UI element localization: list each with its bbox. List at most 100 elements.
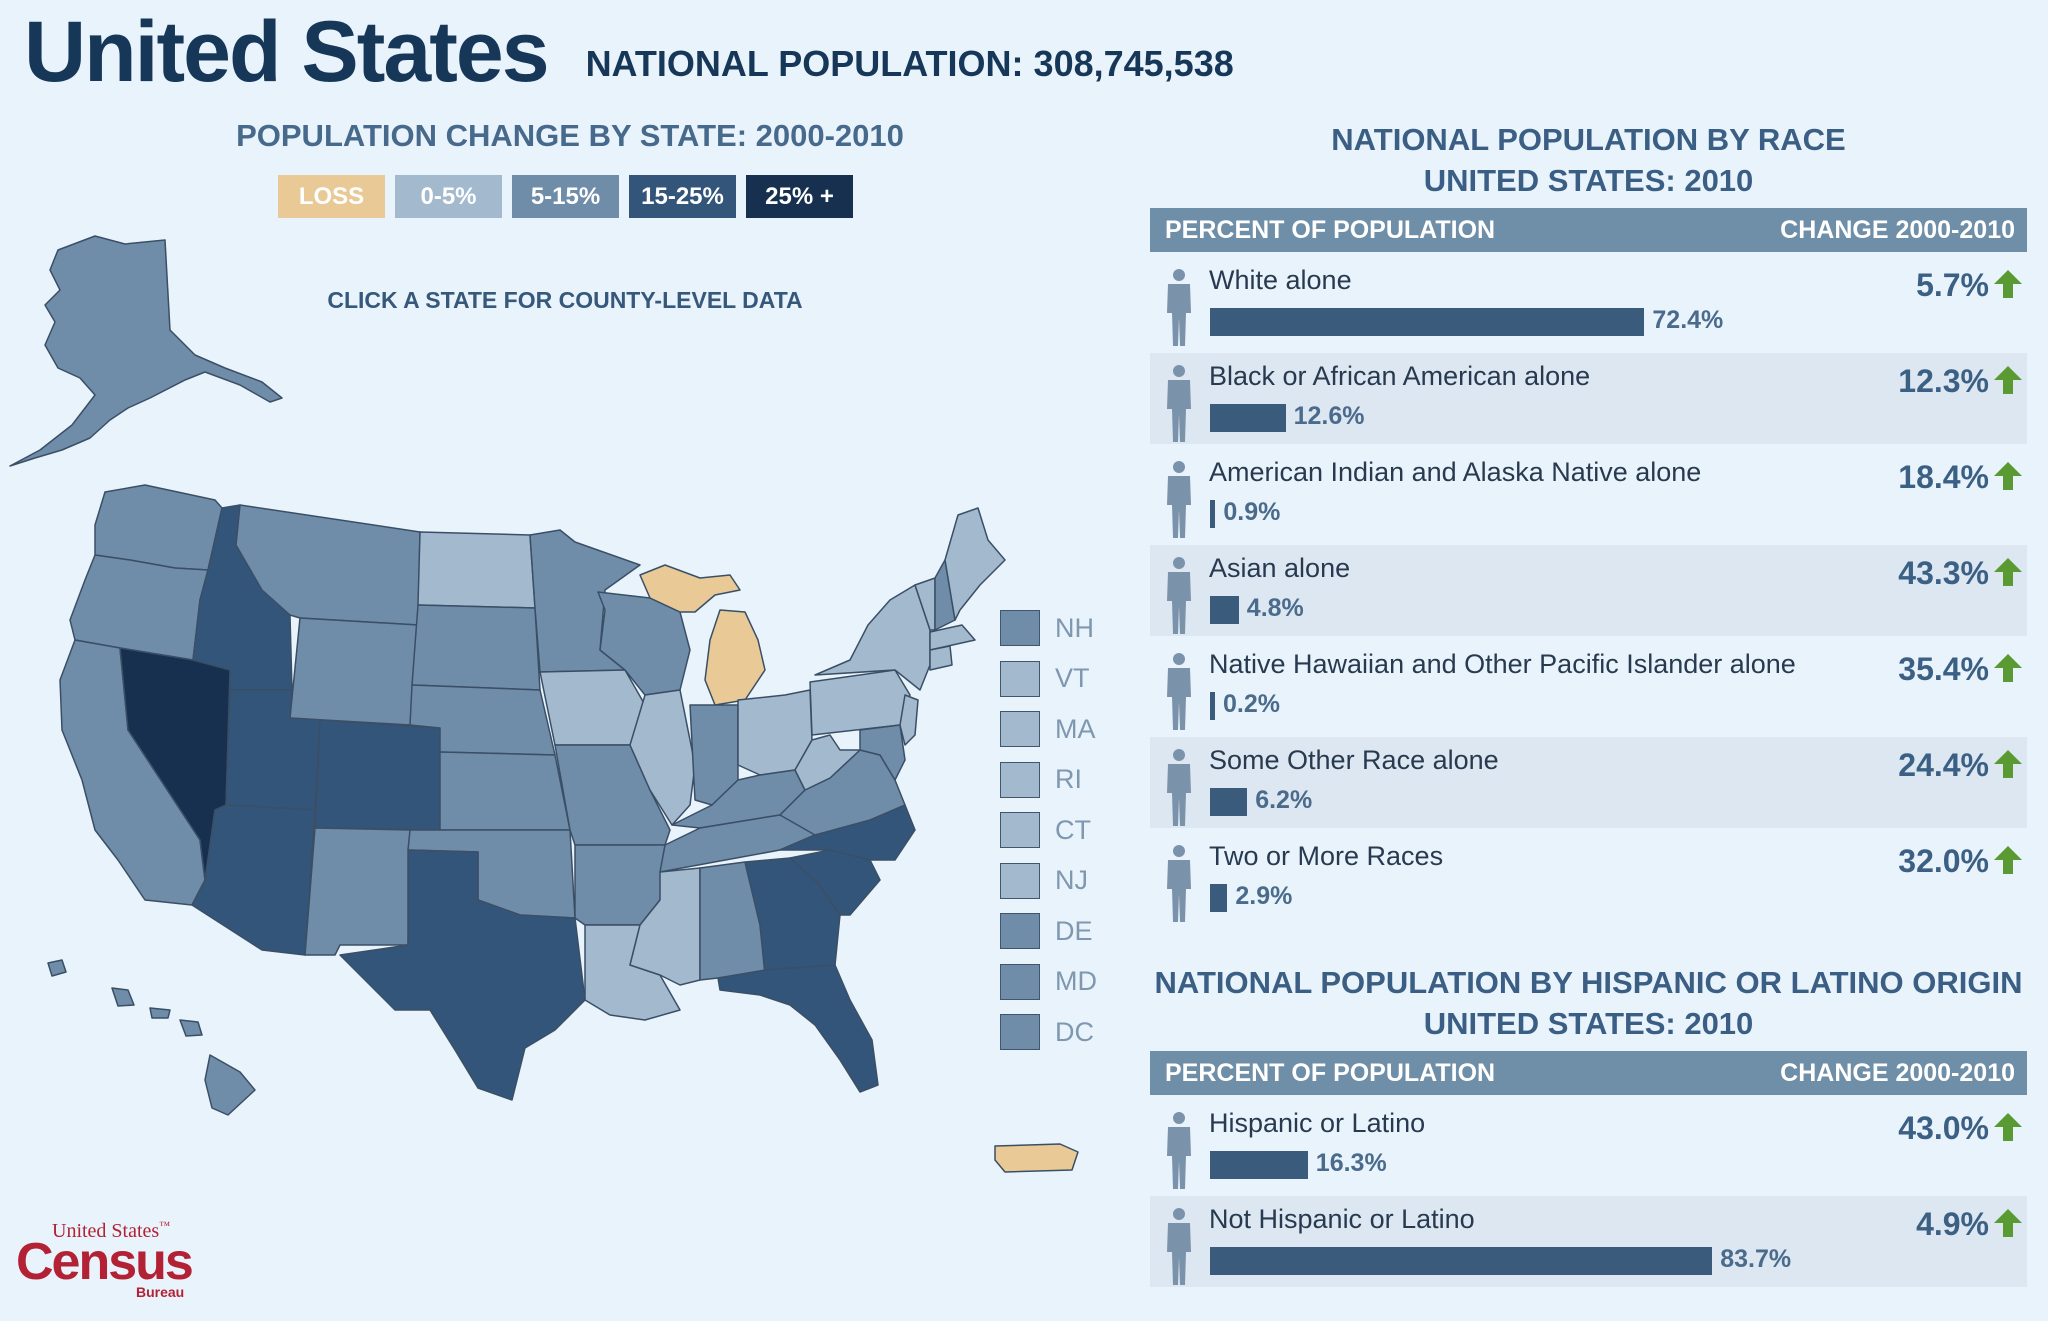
up-arrow-icon xyxy=(1994,366,2022,394)
state-mn[interactable] xyxy=(529,529,641,673)
hispanic-heading-line2: UNITED STATES: 2010 xyxy=(1423,1006,1754,1041)
state-wy[interactable] xyxy=(289,617,419,726)
small-state-swatch[interactable] xyxy=(1000,660,1040,697)
race-rows: White alone 72.4% 5.7% Black or African Ame… xyxy=(1150,257,2027,924)
person-icon-wrap xyxy=(1164,748,1194,831)
state-ak[interactable] xyxy=(9,235,283,467)
percent-bar xyxy=(1210,404,1286,432)
state-wv[interactable] xyxy=(794,734,861,791)
hispanic-panel: NATIONAL POPULATION BY HISPANIC OR LATIN… xyxy=(1150,962,2027,1287)
small-state-swatch[interactable] xyxy=(1000,812,1040,849)
up-arrow-icon xyxy=(1994,846,2022,874)
state-mi-up[interactable] xyxy=(639,564,741,613)
table-row: Native Hawaiian and Other Pacific Island… xyxy=(1150,641,2027,732)
small-state-dc[interactable]: DC xyxy=(1000,1007,1105,1058)
small-state-swatch[interactable] xyxy=(1000,913,1040,950)
logo-line1: United States™ xyxy=(52,1220,170,1242)
small-state-label: VT xyxy=(1055,663,1090,694)
logo-line2: Census xyxy=(16,1233,194,1291)
small-state-ri[interactable]: RI xyxy=(1000,755,1105,806)
person-icon-wrap xyxy=(1164,268,1194,351)
table-row: Two or More Races 2.9% 32.0% xyxy=(1150,833,2027,924)
table-row: White alone 72.4% 5.7% xyxy=(1150,257,2027,348)
up-arrow-wrap xyxy=(1993,1208,2023,1243)
hispanic-table-header: PERCENT OF POPULATION CHANGE 2000-2010 xyxy=(1150,1051,2027,1095)
state-fl[interactable] xyxy=(717,964,879,1093)
us-state-map xyxy=(9,235,1079,1173)
state-mi[interactable] xyxy=(704,609,766,706)
state-ia[interactable] xyxy=(539,669,646,746)
up-arrow-icon xyxy=(1994,558,2022,586)
small-state-md[interactable]: MD xyxy=(1000,957,1105,1008)
state-sd[interactable] xyxy=(411,604,541,691)
state-co[interactable] xyxy=(314,719,441,831)
state-ks[interactable] xyxy=(439,751,571,831)
percent-label: 16.3% xyxy=(1315,1149,1387,1177)
row-name: Black or African American alone xyxy=(1209,361,1591,391)
national-population: NATIONAL POPULATION: 308,745,538 xyxy=(585,43,1234,84)
state-nd[interactable] xyxy=(417,531,536,609)
small-state-label: MA xyxy=(1055,713,1096,744)
percent-label: 4.8% xyxy=(1246,594,1304,622)
change-value: 18.4% xyxy=(1898,459,1989,495)
small-state-nh[interactable]: NH xyxy=(1000,603,1105,654)
state-il[interactable] xyxy=(629,689,696,826)
up-arrow-icon xyxy=(1994,1113,2022,1141)
person-icon-wrap xyxy=(1164,1207,1194,1290)
legend-item: LOSS xyxy=(278,175,385,218)
state-nm[interactable] xyxy=(304,827,411,956)
state-hi[interactable] xyxy=(47,959,256,1116)
map-legend: LOSS 0-5% 5-15% 15-25% 25% + xyxy=(278,175,853,218)
small-state-swatch[interactable] xyxy=(1000,761,1040,798)
small-state-swatch[interactable] xyxy=(1000,711,1040,748)
percent-label: 6.2% xyxy=(1255,786,1313,814)
state-tx[interactable] xyxy=(339,849,586,1101)
table-row: Hispanic or Latino 16.3% 43.0% xyxy=(1150,1100,2027,1191)
row-name: White alone xyxy=(1209,265,1352,295)
table-row: Not Hispanic or Latino 83.7% 4.9% xyxy=(1150,1196,2027,1287)
hispanic-heading-line1: NATIONAL POPULATION BY HISPANIC OR LATIN… xyxy=(1154,965,2023,1000)
small-state-swatch[interactable] xyxy=(1000,862,1040,899)
change-value: 43.0% xyxy=(1898,1110,1989,1146)
small-state-swatch[interactable] xyxy=(1000,610,1040,647)
legend-item: 25% + xyxy=(746,175,853,218)
percent-bar xyxy=(1210,884,1228,912)
page-title: United States xyxy=(24,4,550,100)
up-arrow-icon xyxy=(1994,750,2022,778)
change-value: 12.3% xyxy=(1898,363,1989,399)
state-az[interactable] xyxy=(191,804,316,956)
person-icon-wrap xyxy=(1164,844,1194,927)
row-name: Two or More Races xyxy=(1209,841,1444,871)
up-arrow-wrap xyxy=(1993,749,2023,784)
hispanic-col-percent: PERCENT OF POPULATION xyxy=(1165,1058,1496,1087)
small-state-swatch[interactable] xyxy=(1000,1014,1040,1051)
small-state-ma[interactable]: MA xyxy=(1000,704,1105,755)
up-arrow-wrap xyxy=(1993,269,2023,304)
percent-label: 72.4% xyxy=(1652,306,1724,334)
state-me[interactable] xyxy=(944,507,1006,621)
table-row: Black or African American alone 12.6% 12.3… xyxy=(1150,353,2027,444)
legend-item: 0-5% xyxy=(395,175,502,218)
up-arrow-icon xyxy=(1994,270,2022,298)
small-state-ct[interactable]: CT xyxy=(1000,805,1105,856)
small-state-label: NH xyxy=(1055,612,1094,643)
row-name: Native Hawaiian and Other Pacific Island… xyxy=(1209,649,1796,679)
race-col-percent: PERCENT OF POPULATION xyxy=(1165,215,1496,244)
change-value: 4.9% xyxy=(1916,1206,1989,1242)
territory-pr[interactable] xyxy=(994,1143,1079,1173)
small-state-swatch[interactable] xyxy=(1000,963,1040,1000)
state-nj[interactable] xyxy=(899,694,919,746)
change-value: 32.0% xyxy=(1898,843,1989,879)
small-state-nj[interactable]: NJ xyxy=(1000,856,1105,907)
census-bureau-logo: United States™ Census Bureau xyxy=(16,1220,206,1305)
state-ma[interactable] xyxy=(929,624,976,651)
table-row: Asian alone 4.8% 43.3% xyxy=(1150,545,2027,636)
up-arrow-wrap xyxy=(1993,845,2023,880)
small-state-vt[interactable]: VT xyxy=(1000,654,1105,705)
percent-bar xyxy=(1210,788,1248,816)
small-state-de[interactable]: DE xyxy=(1000,906,1105,957)
person-icon xyxy=(1167,845,1191,922)
race-panel: NATIONAL POPULATION BY RACE UNITED STATE… xyxy=(1150,119,2027,924)
race-heading-line1: NATIONAL POPULATION BY RACE xyxy=(1331,122,1846,157)
state-ct[interactable] xyxy=(929,645,953,671)
